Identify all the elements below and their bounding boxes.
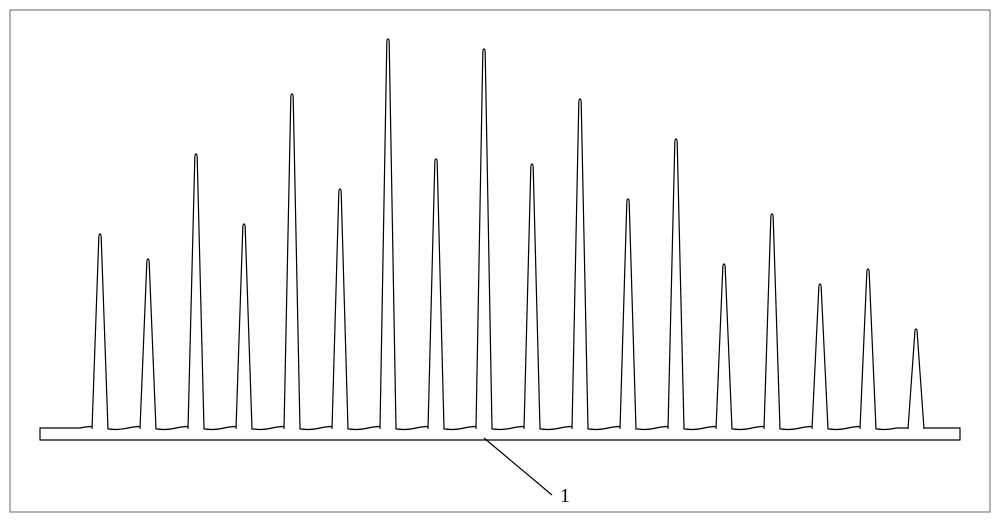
spike — [476, 49, 492, 429]
spike — [668, 139, 684, 429]
spike — [572, 99, 588, 429]
spike — [860, 269, 876, 429]
callout-label: 1 — [560, 485, 570, 507]
figure-svg: 1 — [0, 0, 1000, 522]
spike — [812, 284, 828, 429]
spike — [524, 164, 540, 429]
spike — [188, 154, 204, 429]
spike — [716, 264, 732, 429]
spike — [908, 329, 924, 429]
spike — [140, 259, 156, 429]
spike — [428, 159, 444, 429]
spike — [236, 224, 252, 429]
spike — [620, 199, 636, 429]
spike — [380, 39, 396, 429]
spike — [284, 94, 300, 429]
spike — [764, 214, 780, 429]
spike — [92, 234, 108, 429]
spike — [332, 189, 348, 429]
callout-line — [484, 438, 552, 495]
